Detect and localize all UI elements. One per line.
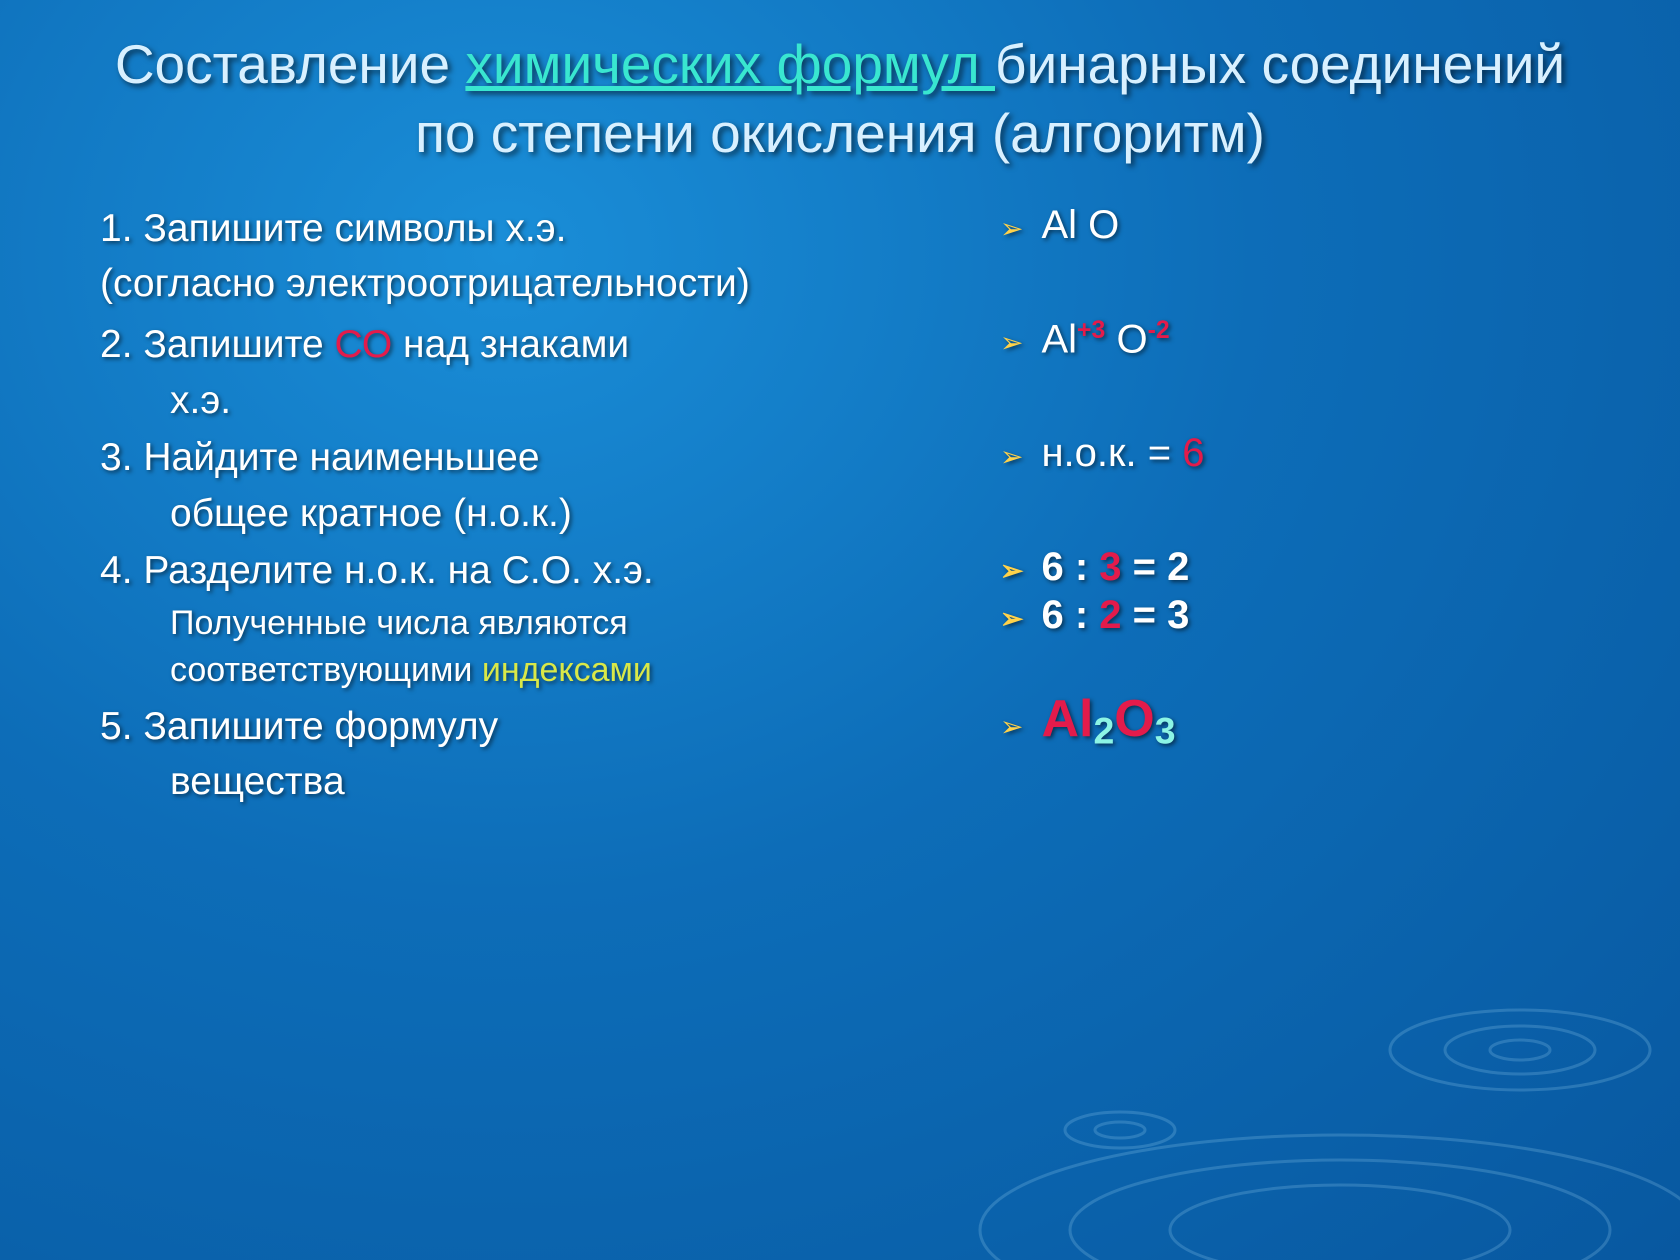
step-4-sm1: Полученные числа являются — [100, 601, 910, 646]
step-5-sub: вещества — [100, 756, 910, 807]
example-6: ➢ Al2O3 — [1000, 689, 1620, 752]
step-2-sub: х.э. — [100, 375, 910, 426]
step-2-text-b: над знаками — [392, 323, 629, 366]
ex2-o: O — [1105, 317, 1147, 361]
bullet-icon: ➢ — [1000, 599, 1023, 639]
ripple-decoration — [780, 760, 1680, 1260]
content-area: 1. Запишите символы х.э. (согласно элект… — [0, 178, 1680, 814]
example-5: ➢ 6 : 2 = 3 — [1000, 593, 1620, 639]
example-1-text: Al O — [1041, 203, 1119, 248]
example-3: ➢ н.о.к. = 6 — [1000, 431, 1620, 477]
ex4-a: 6 : — [1041, 545, 1099, 589]
step-1: 1. Запишите символы х.э. — [100, 203, 910, 254]
bullet-icon: ➢ — [1000, 551, 1023, 591]
ex3-a: н.о.к. = — [1041, 431, 1182, 475]
bullet-icon: ➢ — [1000, 209, 1023, 249]
example-2: ➢ Al+3 O-2 — [1000, 317, 1620, 363]
example-column: ➢ Al O ➢ Al+3 O-2 ➢ н.о.к. = 6 ➢ 6 : 3 =… — [910, 203, 1620, 814]
step-4-sm2a: соответствующими — [170, 651, 482, 689]
step-3: 3. Найдите наименьшее — [100, 432, 910, 483]
step-4: 4. Разделите н.о.к. на С.О. х.э. — [100, 545, 910, 596]
ex2-al-sup: +3 — [1077, 317, 1105, 344]
example-5-text: 6 : 2 = 3 — [1041, 593, 1189, 638]
bullet-icon: ➢ — [1000, 437, 1023, 477]
example-4: ➢ 6 : 3 = 2 — [1000, 545, 1620, 591]
step-4-sm2: соответствующими индексами — [100, 648, 910, 693]
example-6-formula: Al2O3 — [1041, 689, 1175, 752]
step-2-text-a: 2. Запишите — [100, 323, 335, 366]
title-part1: Составление — [115, 33, 466, 95]
step-2-co: СО — [335, 323, 393, 366]
ex3-b: 6 — [1182, 431, 1204, 475]
ex6-sub3: 3 — [1155, 709, 1176, 751]
ex2-al: Al — [1041, 317, 1077, 361]
title-link[interactable]: химических формул — [465, 33, 995, 95]
ex5-a: 6 : — [1041, 593, 1099, 637]
step-3-sub: общее кратное (н.о.к.) — [100, 488, 910, 539]
step-2: 2. Запишите СО над знаками — [100, 319, 910, 370]
step-5: 5. Запишите формулу — [100, 701, 910, 752]
example-2-formula: Al+3 O-2 — [1041, 317, 1169, 362]
steps-column: 1. Запишите символы х.э. (согласно элект… — [100, 203, 910, 814]
ex2-o-sup: -2 — [1148, 317, 1170, 344]
step-4-sm2b: индексами — [482, 651, 652, 689]
ex5-c: = 3 — [1122, 593, 1190, 637]
ex5-b: 2 — [1099, 593, 1121, 637]
ex6-al: Al — [1041, 690, 1093, 748]
example-3-text: н.о.к. = 6 — [1041, 431, 1204, 476]
ex6-sub2: 2 — [1093, 709, 1114, 751]
ex4-c: = 2 — [1122, 545, 1190, 589]
step-1-note: (согласно электроотрицательности) — [100, 258, 910, 309]
example-1: ➢ Al O — [1000, 203, 1620, 249]
bullet-icon: ➢ — [1000, 707, 1023, 747]
slide-title: Составление химических формул бинарных с… — [0, 0, 1680, 178]
ex6-o: O — [1114, 690, 1154, 748]
ex4-b: 3 — [1099, 545, 1121, 589]
example-4-text: 6 : 3 = 2 — [1041, 545, 1189, 590]
bullet-icon: ➢ — [1000, 323, 1023, 363]
